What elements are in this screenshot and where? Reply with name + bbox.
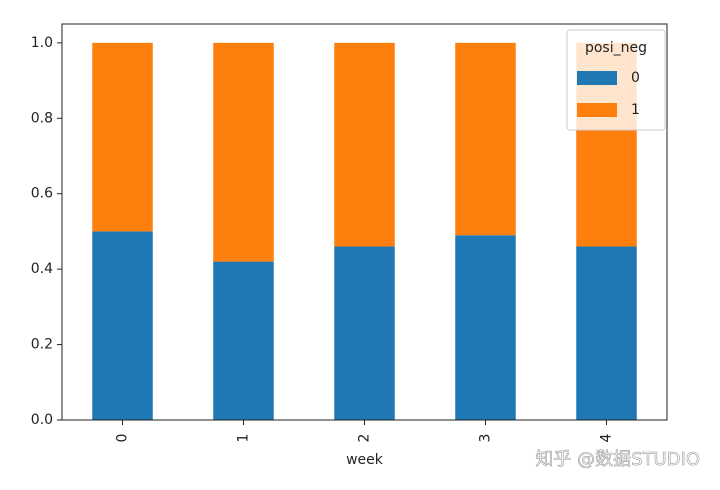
bar-segment: [455, 235, 516, 420]
y-tick-label: 0.8: [31, 110, 53, 126]
bar-segment: [455, 42, 516, 236]
y-tick-label: 0.6: [31, 186, 53, 202]
x-tick-label: 2: [357, 434, 373, 443]
bar-segment: [92, 42, 153, 232]
legend-label: 0: [631, 70, 640, 86]
bar-segment: [334, 42, 395, 247]
y-tick-label: 0.2: [31, 337, 53, 353]
y-tick-label: 0.0: [31, 412, 53, 428]
watermark: 知乎 @数据STUDIO: [535, 449, 700, 470]
x-tick-label: 1: [236, 434, 252, 443]
bar-segment: [92, 231, 153, 420]
legend-swatch: [577, 103, 617, 117]
x-tick-label: 4: [599, 433, 615, 442]
bar-segment: [213, 42, 274, 262]
bar-segment: [576, 246, 637, 420]
legend-swatch: [577, 71, 617, 85]
legend-label: 1: [631, 102, 640, 118]
bar-segment: [213, 261, 274, 420]
legend-title: posi_neg: [585, 40, 647, 56]
x-tick-label: 3: [478, 434, 494, 443]
x-axis-label: week: [346, 452, 384, 468]
plot-frame: [61, 23, 668, 421]
bar-segment: [334, 246, 395, 420]
y-tick-label: 1.0: [31, 35, 53, 51]
x-tick-label: 0: [115, 434, 131, 443]
y-tick-label: 0.4: [31, 261, 53, 277]
